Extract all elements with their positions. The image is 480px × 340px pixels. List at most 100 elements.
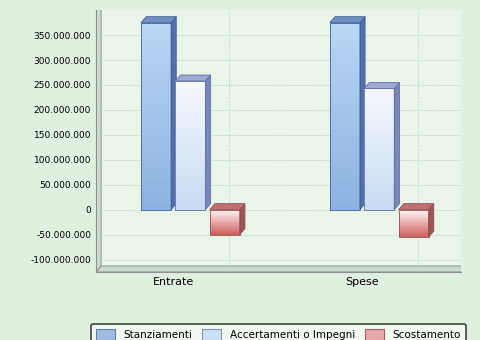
Bar (175, 201, 205, 205)
Bar (398, 214, 429, 215)
Polygon shape (330, 17, 365, 23)
Bar (175, 81, 205, 210)
Bar (141, 160, 171, 166)
Bar (398, 229, 429, 230)
Bar (398, 233, 429, 234)
Bar (141, 129, 171, 135)
Polygon shape (96, 266, 466, 272)
Polygon shape (96, 4, 101, 272)
Bar (330, 122, 360, 129)
Bar (141, 172, 171, 178)
Bar (141, 122, 171, 129)
Bar (364, 173, 394, 177)
Bar (175, 171, 205, 175)
Bar (398, 232, 429, 233)
Bar (398, 217, 429, 218)
Bar (364, 125, 394, 129)
Bar (364, 92, 394, 97)
Bar (141, 85, 171, 91)
Bar (364, 109, 394, 113)
Bar (141, 66, 171, 72)
Bar (141, 23, 171, 29)
Bar (364, 198, 394, 202)
Bar (175, 175, 205, 180)
Bar (210, 221, 240, 222)
Bar (364, 177, 394, 182)
Bar (210, 233, 240, 235)
Bar (175, 85, 205, 89)
Bar (364, 182, 394, 185)
Bar (175, 150, 205, 154)
Bar (210, 210, 240, 211)
Bar (141, 48, 171, 54)
Bar (175, 128, 205, 133)
Polygon shape (240, 204, 245, 235)
Bar (364, 105, 394, 109)
Bar (141, 191, 171, 197)
Bar (364, 145, 394, 149)
Bar (398, 210, 429, 211)
Bar (175, 154, 205, 158)
Bar (175, 145, 205, 150)
Bar (330, 166, 360, 172)
Bar (175, 81, 205, 85)
Bar (175, 137, 205, 141)
Bar (175, 102, 205, 107)
Bar (364, 117, 394, 121)
Polygon shape (205, 75, 211, 210)
Bar (364, 193, 394, 198)
Bar (398, 226, 429, 227)
Bar (210, 216, 240, 217)
Bar (330, 172, 360, 178)
Bar (330, 98, 360, 104)
Bar (364, 206, 394, 210)
Bar (330, 185, 360, 191)
Bar (141, 147, 171, 154)
Bar (364, 169, 394, 173)
Bar (330, 141, 360, 147)
Bar (330, 135, 360, 141)
Bar (141, 154, 171, 160)
Polygon shape (429, 204, 434, 237)
Bar (330, 41, 360, 48)
Bar (364, 88, 394, 92)
Bar (398, 227, 429, 229)
Bar (398, 221, 429, 222)
Bar (141, 23, 171, 210)
Bar (330, 23, 360, 29)
Polygon shape (171, 17, 176, 210)
Bar (398, 211, 429, 212)
Bar (210, 211, 240, 212)
Bar (398, 210, 429, 237)
Bar (210, 227, 240, 228)
Bar (141, 41, 171, 48)
Bar (330, 35, 360, 41)
Bar (364, 137, 394, 141)
Bar (330, 23, 360, 210)
Bar (330, 72, 360, 79)
Bar (175, 141, 205, 145)
Bar (330, 60, 360, 66)
Bar (210, 231, 240, 232)
Polygon shape (175, 75, 211, 81)
Bar (175, 167, 205, 171)
Bar (210, 218, 240, 220)
Bar (210, 214, 240, 215)
Bar (210, 222, 240, 223)
Bar (330, 147, 360, 154)
Bar (175, 89, 205, 94)
Bar (210, 217, 240, 218)
Bar (364, 185, 394, 189)
Bar (141, 60, 171, 66)
Bar (364, 101, 394, 105)
Bar (398, 225, 429, 226)
Bar (141, 135, 171, 141)
Bar (398, 212, 429, 214)
Bar (175, 192, 205, 197)
Bar (398, 218, 429, 219)
Bar (398, 234, 429, 236)
Bar (364, 141, 394, 145)
Bar (175, 163, 205, 167)
Bar (175, 120, 205, 124)
Bar (398, 236, 429, 237)
